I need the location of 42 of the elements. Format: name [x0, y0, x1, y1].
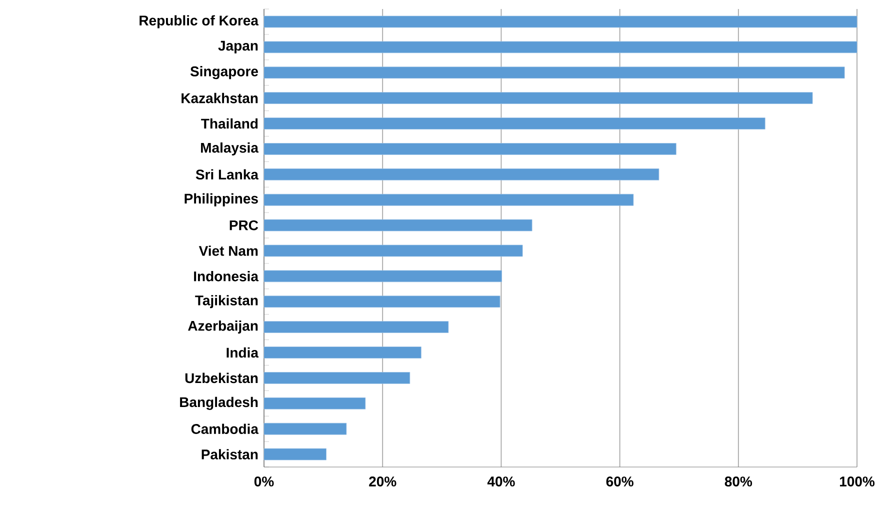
bar: [264, 92, 813, 104]
bar: [264, 219, 532, 232]
x-tick-label: 40%: [487, 476, 515, 486]
y-tick-label: Pakistan: [202, 449, 258, 460]
bar: [264, 397, 366, 410]
bar: [264, 372, 410, 384]
y-tick-label: PRC: [230, 220, 258, 230]
y-tick-label: Singapore: [190, 66, 258, 80]
y-tick-label: Malaysia: [201, 142, 259, 156]
bar: [264, 321, 449, 333]
y-tick-label: Cambodia: [191, 424, 259, 434]
bar: [264, 16, 858, 28]
y-tick-label: India: [226, 347, 259, 358]
bar: [264, 270, 502, 282]
x-tick-label: 80%: [724, 476, 752, 486]
y-tick-label: Kazakhstan: [182, 92, 258, 104]
bar: [264, 66, 845, 79]
bar: [264, 422, 347, 435]
y-tick-label: Bangladesh: [180, 396, 258, 410]
y-tick-label: Republic of Korea: [140, 15, 259, 28]
y-tick-label: Indonesia: [194, 271, 259, 282]
x-tick-label: 0%: [254, 476, 274, 486]
y-tick-label: Japan: [218, 40, 258, 54]
y-tick-label: Uzbekistan: [185, 372, 258, 384]
y-tick-label: Thailand: [201, 118, 258, 129]
bar: [264, 194, 634, 206]
x-tick-label: 60%: [606, 476, 634, 486]
bar: [264, 168, 660, 180]
x-tick-label: 20%: [369, 476, 396, 486]
y-tick-label: Viet Nam: [198, 246, 258, 256]
y-tick-label: Sri Lanka: [196, 169, 259, 180]
y-tick-label: Philippines: [184, 193, 258, 206]
bar: [264, 346, 422, 358]
bar: [264, 296, 500, 308]
bar: [264, 448, 326, 460]
x-tick-label: 100%: [840, 476, 875, 486]
y-tick-label: Tajikistan: [195, 295, 258, 308]
bar: [264, 41, 858, 54]
bar: [264, 118, 766, 130]
bar: [264, 244, 523, 257]
bar: [264, 143, 676, 155]
y-tick-label: Azerbaijan: [188, 320, 258, 334]
